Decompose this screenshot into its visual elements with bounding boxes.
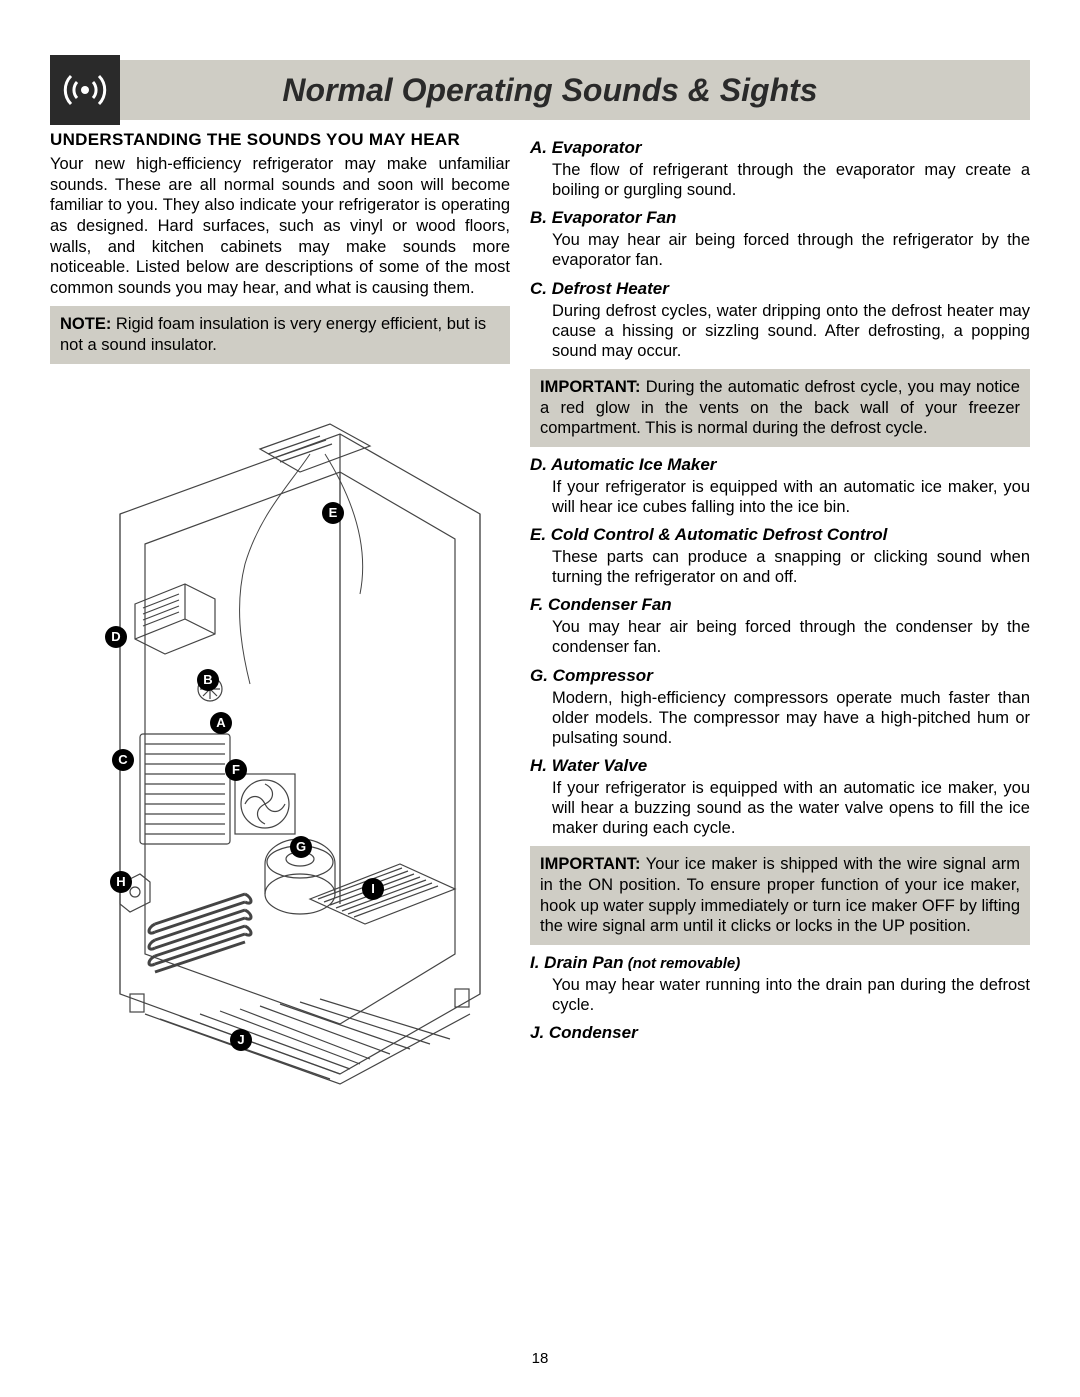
callout-j: J: [230, 1029, 252, 1051]
item-desc: If your refrigerator is equipped with an…: [552, 477, 1030, 517]
item-desc: The flow of refrigerant through the evap…: [552, 160, 1030, 200]
item-title: F. Condenser Fan: [530, 595, 1030, 615]
item-j: J. Condenser: [530, 1023, 1030, 1043]
item-title: J. Condenser: [530, 1023, 1030, 1043]
page-number: 18: [0, 1350, 1080, 1367]
section-heading: UNDERSTANDING THE SOUNDS YOU MAY HEAR: [50, 130, 510, 150]
item-title: A. Evaporator: [530, 138, 1030, 158]
item-desc: You may hear water running into the drai…: [552, 975, 1030, 1015]
callout-g: G: [290, 836, 312, 858]
callout-d: D: [105, 626, 127, 648]
item-title: H. Water Valve: [530, 756, 1030, 776]
note-text: Rigid foam insulation is very energy eff…: [60, 315, 486, 354]
item-title: G. Compressor: [530, 666, 1030, 686]
item-e: E. Cold Control & Automatic Defrost Cont…: [530, 525, 1030, 587]
item-c: C. Defrost Heater During defrost cycles,…: [530, 279, 1030, 361]
callout-c: C: [112, 749, 134, 771]
page-title: Normal Operating Sounds & Sights: [140, 72, 1030, 109]
item-subnote: (not removable): [624, 955, 741, 972]
important-box-icemaker: IMPORTANT: Your ice maker is shipped wit…: [530, 846, 1030, 945]
callout-f: F: [225, 759, 247, 781]
important-label: IMPORTANT:: [540, 855, 641, 873]
content-columns: UNDERSTANDING THE SOUNDS YOU MAY HEAR Yo…: [50, 130, 1030, 1114]
callout-a: A: [210, 712, 232, 734]
note-box: NOTE: Rigid foam insulation is very ener…: [50, 306, 510, 363]
intro-paragraph: Your new high-efficiency refrigerator ma…: [50, 154, 510, 298]
item-g: G. Compressor Modern, high-efficiency co…: [530, 666, 1030, 748]
important-box-defrost: IMPORTANT: During the automatic defrost …: [530, 369, 1030, 447]
item-title: I. Drain Pan (not removable): [530, 953, 1030, 973]
item-desc: You may hear air being forced through th…: [552, 617, 1030, 657]
item-title: D. Automatic Ice Maker: [530, 455, 1030, 475]
item-desc: These parts can produce a snapping or cl…: [552, 547, 1030, 587]
callout-i: I: [362, 878, 384, 900]
item-b: B. Evaporator Fan You may hear air being…: [530, 208, 1030, 270]
item-title: E. Cold Control & Automatic Defrost Cont…: [530, 525, 1030, 545]
item-h: H. Water Valve If your refrigerator is e…: [530, 756, 1030, 838]
item-desc: You may hear air being forced through th…: [552, 230, 1030, 270]
page-header: Normal Operating Sounds & Sights: [50, 60, 1030, 120]
callout-e: E: [322, 502, 344, 524]
item-title: C. Defrost Heater: [530, 279, 1030, 299]
item-desc: Modern, high-efficiency compressors oper…: [552, 688, 1030, 748]
item-title: B. Evaporator Fan: [530, 208, 1030, 228]
item-desc: If your refrigerator is equipped with an…: [552, 778, 1030, 838]
refrigerator-diagram: E D BA C F G H I J: [50, 394, 510, 1114]
item-d: D. Automatic Ice Maker If your refrigera…: [530, 455, 1030, 517]
item-desc: During defrost cycles, water dripping on…: [552, 301, 1030, 361]
sound-icon-svg: [60, 65, 110, 115]
left-column: UNDERSTANDING THE SOUNDS YOU MAY HEAR Yo…: [50, 130, 510, 1114]
item-f: F. Condenser Fan You may hear air being …: [530, 595, 1030, 657]
note-label: NOTE:: [60, 315, 111, 333]
item-title-text: I. Drain Pan: [530, 953, 624, 972]
callout-h: H: [110, 871, 132, 893]
item-i: I. Drain Pan (not removable) You may hea…: [530, 953, 1030, 1015]
right-column: A. Evaporator The flow of refrigerant th…: [530, 130, 1030, 1114]
important-label: IMPORTANT:: [540, 378, 641, 396]
sound-icon: [50, 55, 120, 125]
item-a: A. Evaporator The flow of refrigerant th…: [530, 138, 1030, 200]
callout-b: B: [197, 669, 219, 691]
